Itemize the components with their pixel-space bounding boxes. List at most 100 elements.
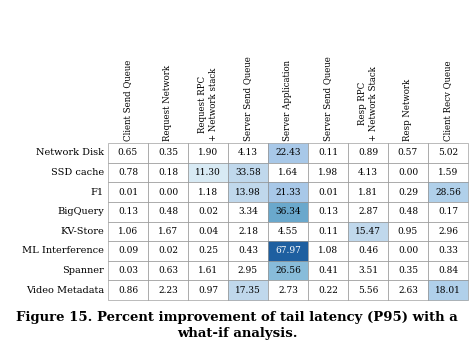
Text: 0.11: 0.11: [318, 148, 338, 157]
Text: 0.43: 0.43: [238, 246, 258, 255]
Text: 1.67: 1.67: [158, 227, 178, 236]
Bar: [388, 182, 428, 202]
Text: 0.41: 0.41: [318, 266, 338, 275]
Text: 0.84: 0.84: [438, 266, 458, 275]
Bar: [268, 202, 308, 221]
Text: 21.33: 21.33: [275, 188, 301, 197]
Bar: [308, 202, 348, 221]
Text: 0.65: 0.65: [118, 148, 138, 157]
Bar: [108, 241, 148, 261]
Bar: [308, 143, 348, 163]
Bar: [428, 163, 468, 182]
Bar: [228, 202, 268, 221]
Bar: [228, 163, 268, 182]
Text: 0.78: 0.78: [118, 168, 138, 177]
Bar: [228, 143, 268, 163]
Bar: [228, 241, 268, 261]
Bar: [348, 143, 388, 163]
Text: 0.00: 0.00: [158, 188, 178, 197]
Text: 1.98: 1.98: [318, 168, 338, 177]
Bar: [388, 202, 428, 221]
Text: 4.13: 4.13: [358, 168, 378, 177]
Text: 4.13: 4.13: [238, 148, 258, 157]
Bar: [188, 143, 228, 163]
Text: 5.02: 5.02: [438, 148, 458, 157]
Bar: [348, 202, 388, 221]
Text: Figure 15. Percent improvement of tail latency (P95) with a: Figure 15. Percent improvement of tail l…: [16, 311, 458, 324]
Text: 33.58: 33.58: [235, 168, 261, 177]
Bar: [428, 261, 468, 280]
Bar: [388, 261, 428, 280]
Text: 0.02: 0.02: [198, 207, 218, 216]
Text: 22.43: 22.43: [275, 148, 301, 157]
Bar: [308, 182, 348, 202]
Bar: [428, 143, 468, 163]
Bar: [108, 182, 148, 202]
Text: 36.34: 36.34: [275, 207, 301, 216]
Text: 0.04: 0.04: [198, 227, 218, 236]
Text: 1.81: 1.81: [358, 188, 378, 197]
Bar: [268, 241, 308, 261]
Text: ML Interference: ML Interference: [22, 246, 104, 255]
Text: 0.97: 0.97: [198, 286, 218, 295]
Text: F1: F1: [91, 188, 104, 197]
Bar: [428, 221, 468, 241]
Bar: [108, 202, 148, 221]
Bar: [268, 261, 308, 280]
Text: 0.33: 0.33: [438, 246, 458, 255]
Text: 13.98: 13.98: [235, 188, 261, 197]
Text: 0.35: 0.35: [158, 148, 178, 157]
Text: Network Disk: Network Disk: [36, 148, 104, 157]
Bar: [268, 182, 308, 202]
Text: Request RPC
+ Network stack: Request RPC + Network stack: [198, 68, 218, 141]
Bar: [148, 202, 188, 221]
Bar: [108, 143, 148, 163]
Text: 0.46: 0.46: [358, 246, 378, 255]
Bar: [148, 163, 188, 182]
Text: 0.89: 0.89: [358, 148, 378, 157]
Text: 0.11: 0.11: [318, 227, 338, 236]
Text: 0.03: 0.03: [118, 266, 138, 275]
Text: 2.87: 2.87: [358, 207, 378, 216]
Bar: [268, 221, 308, 241]
Text: Server Send Queue: Server Send Queue: [244, 56, 253, 141]
Text: 1.64: 1.64: [278, 168, 298, 177]
Text: Client Recv Queue: Client Recv Queue: [444, 60, 453, 141]
Text: 0.22: 0.22: [318, 286, 338, 295]
Text: 0.17: 0.17: [438, 207, 458, 216]
Bar: [188, 182, 228, 202]
Bar: [308, 241, 348, 261]
Bar: [348, 182, 388, 202]
Text: 0.25: 0.25: [198, 246, 218, 255]
Text: what-if analysis.: what-if analysis.: [177, 327, 297, 340]
Bar: [148, 221, 188, 241]
Text: 1.90: 1.90: [198, 148, 218, 157]
Text: 67.97: 67.97: [275, 246, 301, 255]
Bar: [148, 261, 188, 280]
Text: 1.18: 1.18: [198, 188, 218, 197]
Bar: [348, 280, 388, 300]
Bar: [228, 182, 268, 202]
Text: SSD cache: SSD cache: [51, 168, 104, 177]
Bar: [148, 143, 188, 163]
Bar: [348, 241, 388, 261]
Bar: [388, 163, 428, 182]
Text: Resp RPC
+ Network Stack: Resp RPC + Network Stack: [358, 66, 378, 141]
Text: 0.95: 0.95: [398, 227, 418, 236]
Text: 2.63: 2.63: [398, 286, 418, 295]
Text: 2.73: 2.73: [278, 286, 298, 295]
Bar: [388, 241, 428, 261]
Text: 1.61: 1.61: [198, 266, 218, 275]
Bar: [228, 261, 268, 280]
Text: 0.13: 0.13: [118, 207, 138, 216]
Text: 2.18: 2.18: [238, 227, 258, 236]
Text: 2.96: 2.96: [438, 227, 458, 236]
Text: Video Metadata: Video Metadata: [26, 286, 104, 295]
Text: 11.30: 11.30: [195, 168, 221, 177]
Text: KV-Store: KV-Store: [60, 227, 104, 236]
Bar: [388, 143, 428, 163]
Bar: [108, 163, 148, 182]
Bar: [348, 221, 388, 241]
Text: 0.63: 0.63: [158, 266, 178, 275]
Text: 0.01: 0.01: [318, 188, 338, 197]
